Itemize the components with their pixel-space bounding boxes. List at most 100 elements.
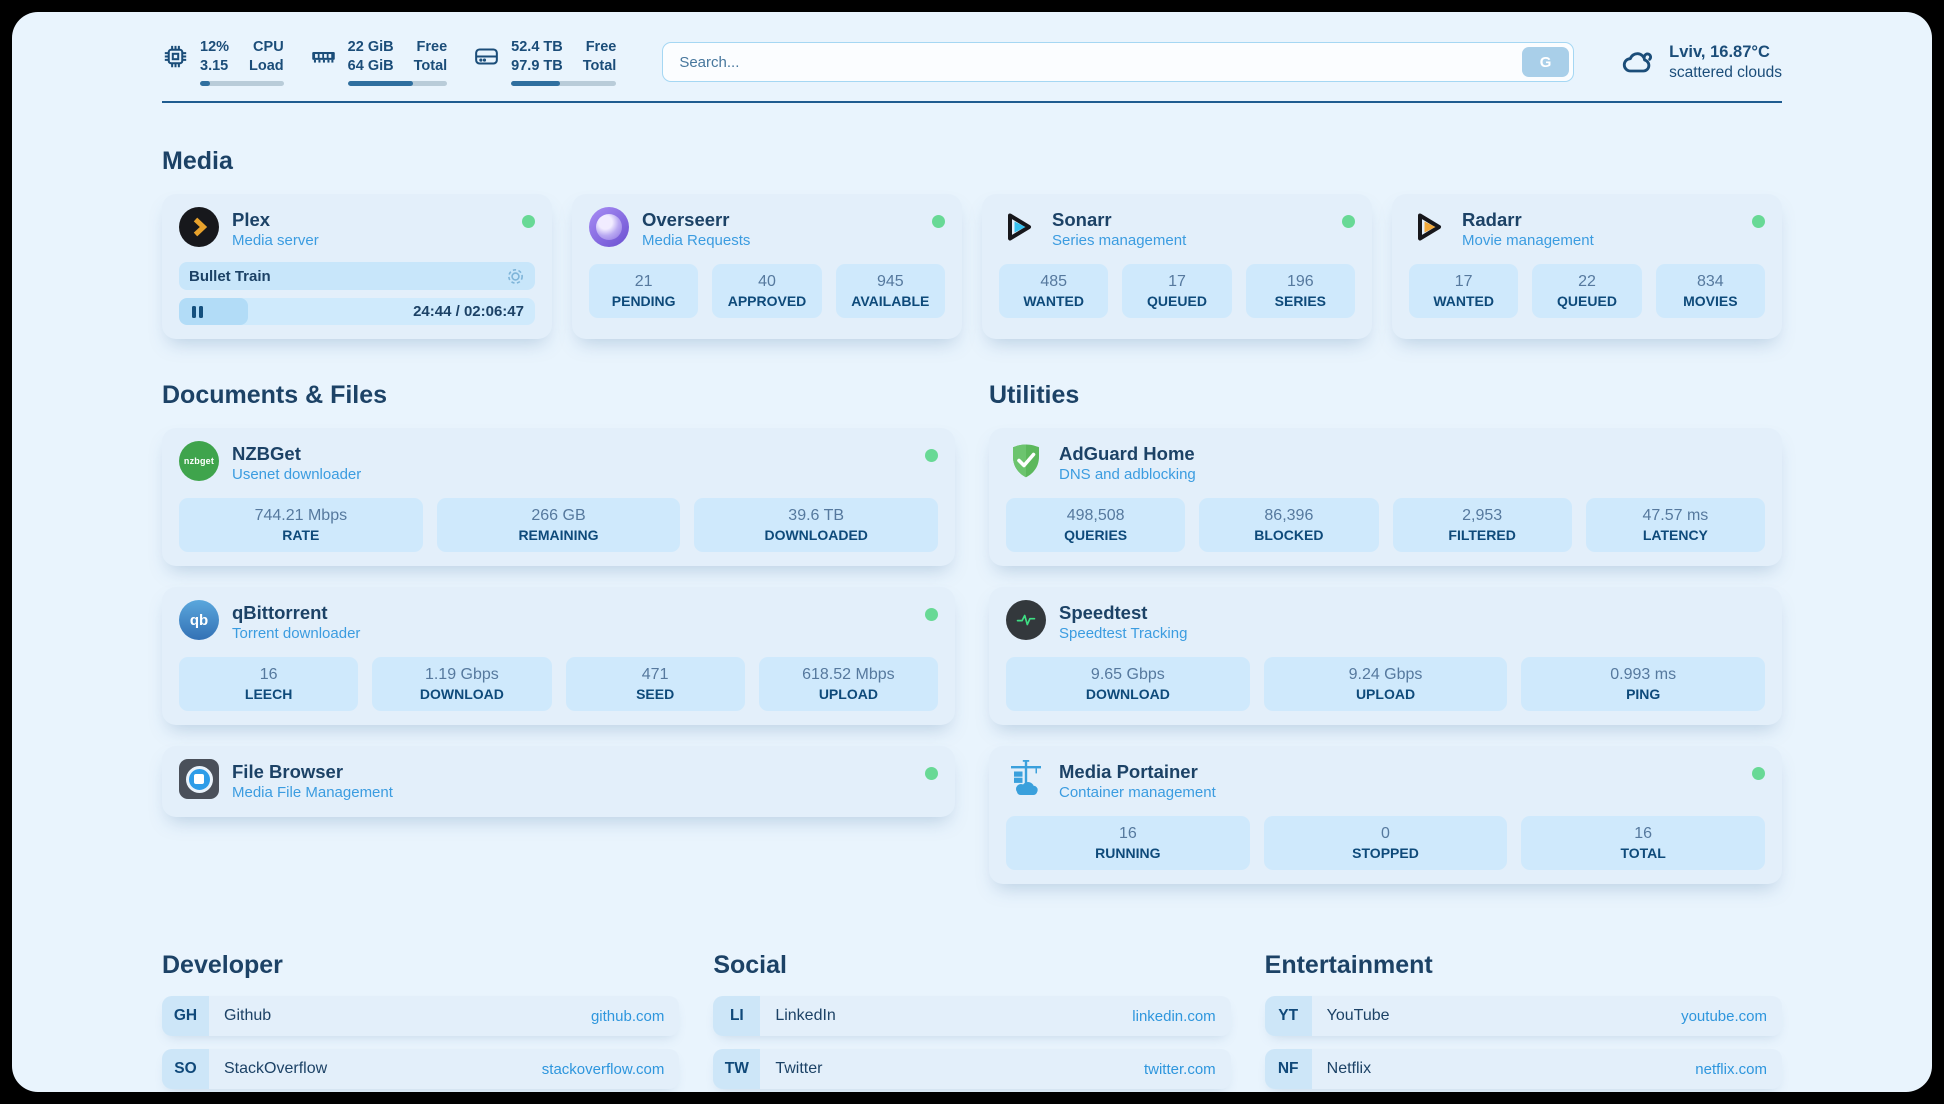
stat-download: 9.65 Gbps DOWNLOAD <box>1006 657 1250 711</box>
link-youtube[interactable]: YT YouTube youtube.com <box>1264 996 1782 1036</box>
dashboard-page: 12% 3.15 CPU Load <box>12 12 1932 1092</box>
app-subtitle: Usenet downloader <box>232 466 362 483</box>
app-card-sonarr[interactable]: Sonarr Series management 485 WANTED 17 Q… <box>982 194 1372 339</box>
app-card-nzbget[interactable]: nzbget NZBGet Usenet downloader 744.21 M… <box>162 428 955 566</box>
section-title-documents: Documents & Files <box>162 381 388 409</box>
memory-free-value: 22 GiB <box>347 39 394 55</box>
disk-icon <box>475 48 499 65</box>
stat-series: 196 SERIES <box>1245 264 1355 318</box>
memory-metric: 22 GiB 64 GiB Free Total <box>310 38 448 86</box>
link-url: linkedin.com <box>1132 1007 1216 1025</box>
section-title-entertainment: Entertainment <box>1264 951 1433 979</box>
app-subtitle: Series management <box>1052 232 1187 249</box>
sonarr-icon <box>999 207 1039 247</box>
topbar-divider <box>162 101 1782 103</box>
cpu-chip-icon <box>164 45 187 68</box>
link-name: LinkedIn <box>775 1007 836 1024</box>
search-engine-button[interactable]: G <box>1522 47 1570 77</box>
stat-stopped: 0 STOPPED <box>1263 816 1508 870</box>
link-abbr: LI <box>713 996 761 1036</box>
section-title-media: Media <box>162 147 233 175</box>
app-card-overseerr[interactable]: Overseerr Media Requests 21 PENDING 40 A… <box>572 194 962 339</box>
link-abbr: TW <box>713 1049 761 1089</box>
stat-wanted: 485 WANTED <box>999 264 1109 318</box>
section-title-utilities: Utilities <box>989 381 1080 409</box>
stat-available: 945 AVAILABLE <box>835 264 945 318</box>
link-name: YouTube <box>1326 1007 1390 1024</box>
app-name: Speedtest <box>1059 602 1148 623</box>
playback-time: 24:44 / 02:06:47 <box>413 303 524 320</box>
stat-wanted: 17 WANTED <box>1409 264 1519 318</box>
link-abbr: SO <box>162 1049 209 1089</box>
link-stackoverflow[interactable]: SO StackOverflow stackoverflow.com <box>162 1049 680 1089</box>
search-input[interactable] <box>662 42 1575 82</box>
app-name: Overseerr <box>642 209 730 230</box>
app-card-radarr[interactable]: Radarr Movie management 17 WANTED 22 QUE… <box>1392 194 1782 339</box>
disk-progress-bar <box>511 81 617 86</box>
media-grid: Plex Media server Bullet Train 24:44 / 0… <box>162 194 1782 339</box>
link-abbr: YT <box>1264 996 1312 1036</box>
stat-remaining: 266 GB REMAINING <box>436 498 681 552</box>
stat-latency: 47.57 ms LATENCY <box>1585 498 1765 552</box>
pause-icon <box>192 305 203 318</box>
weather-location-temp: Lviv, 16.87°C <box>1669 42 1770 61</box>
app-subtitle: Media server <box>232 232 319 249</box>
now-playing-title: Bullet Train <box>189 267 271 285</box>
app-subtitle: Container management <box>1059 784 1216 801</box>
app-name: Radarr <box>1462 209 1522 230</box>
section-title-social: Social <box>713 951 787 979</box>
link-github[interactable]: GH Github github.com <box>162 996 680 1036</box>
link-url: twitter.com <box>1143 1060 1216 1078</box>
link-abbr: NF <box>1264 1049 1312 1089</box>
disk-total-value: 97.9 TB <box>511 58 563 74</box>
system-metrics: 12% 3.15 CPU Load <box>162 38 617 86</box>
memory-progress-bar <box>347 81 448 86</box>
app-subtitle: Media File Management <box>232 784 393 801</box>
cpu-load-label: Load <box>249 58 284 74</box>
adguard-icon <box>1006 441 1046 481</box>
status-online-dot <box>925 767 938 780</box>
cpu-metric: 12% 3.15 CPU Load <box>162 38 284 86</box>
app-card-adguard[interactable]: AdGuard Home DNS and adblocking 498,508 … <box>989 428 1782 566</box>
weather-condition: scattered clouds <box>1669 63 1782 81</box>
status-online-dot <box>522 215 535 228</box>
link-linkedin[interactable]: LI LinkedIn linkedin.com <box>713 996 1231 1036</box>
stat-filtered: 2,953 FILTERED <box>1392 498 1572 552</box>
disk-total-label: Total <box>582 58 617 74</box>
cpu-usage-value: 12% <box>200 39 230 55</box>
now-playing-bar: Bullet Train <box>179 262 535 290</box>
app-card-filebrowser[interactable]: File Browser Media File Management <box>162 746 955 817</box>
nzbget-icon: nzbget <box>179 441 219 481</box>
app-card-plex[interactable]: Plex Media server Bullet Train 24:44 / 0… <box>162 194 552 339</box>
link-netflix[interactable]: NF Netflix netflix.com <box>1264 1049 1782 1089</box>
section-title-developer: Developer <box>162 951 283 979</box>
app-name: NZBGet <box>232 443 301 464</box>
stat-download: 1.19 Gbps DOWNLOAD <box>372 657 552 711</box>
status-online-dot <box>932 215 945 228</box>
stat-downloaded: 39.6 TB DOWNLOADED <box>694 498 939 552</box>
link-url: github.com <box>590 1007 665 1025</box>
search-bar: G <box>662 42 1575 82</box>
stat-approved: 40 APPROVED <box>712 264 822 318</box>
disk-free-label: Free <box>585 39 617 55</box>
status-online-dot <box>1752 767 1765 780</box>
app-card-qbittorrent[interactable]: qb qBittorrent Torrent downloader 16 LEE… <box>162 587 955 725</box>
memory-free-label: Free <box>416 39 448 55</box>
link-twitter[interactable]: TW Twitter twitter.com <box>713 1049 1231 1089</box>
stat-upload: 618.52 Mbps UPLOAD <box>758 657 938 711</box>
app-card-portainer[interactable]: Media Portainer Container management 16 … <box>989 746 1782 884</box>
stat-blocked: 86,396 BLOCKED <box>1199 498 1379 552</box>
app-card-speedtest[interactable]: Speedtest Speedtest Tracking 9.65 Gbps D… <box>989 587 1782 725</box>
playback-progress-bar: 24:44 / 02:06:47 <box>179 298 535 325</box>
stat-queued: 22 QUEUED <box>1532 264 1642 318</box>
entertainment-section: Entertainment YT YouTube youtube.com NF … <box>1264 951 1782 1092</box>
cpu-progress-bar <box>200 81 284 86</box>
app-name: File Browser <box>232 761 344 782</box>
status-online-dot <box>925 449 938 462</box>
app-subtitle: Media Requests <box>642 232 751 249</box>
utilities-column: Utilities AdGuard Home DNS and adblockin… <box>989 339 1782 905</box>
cpu-label: CPU <box>253 39 284 55</box>
memory-icon <box>311 52 335 63</box>
session-icon[interactable] <box>506 267 525 286</box>
cloud-icon <box>1622 52 1653 73</box>
